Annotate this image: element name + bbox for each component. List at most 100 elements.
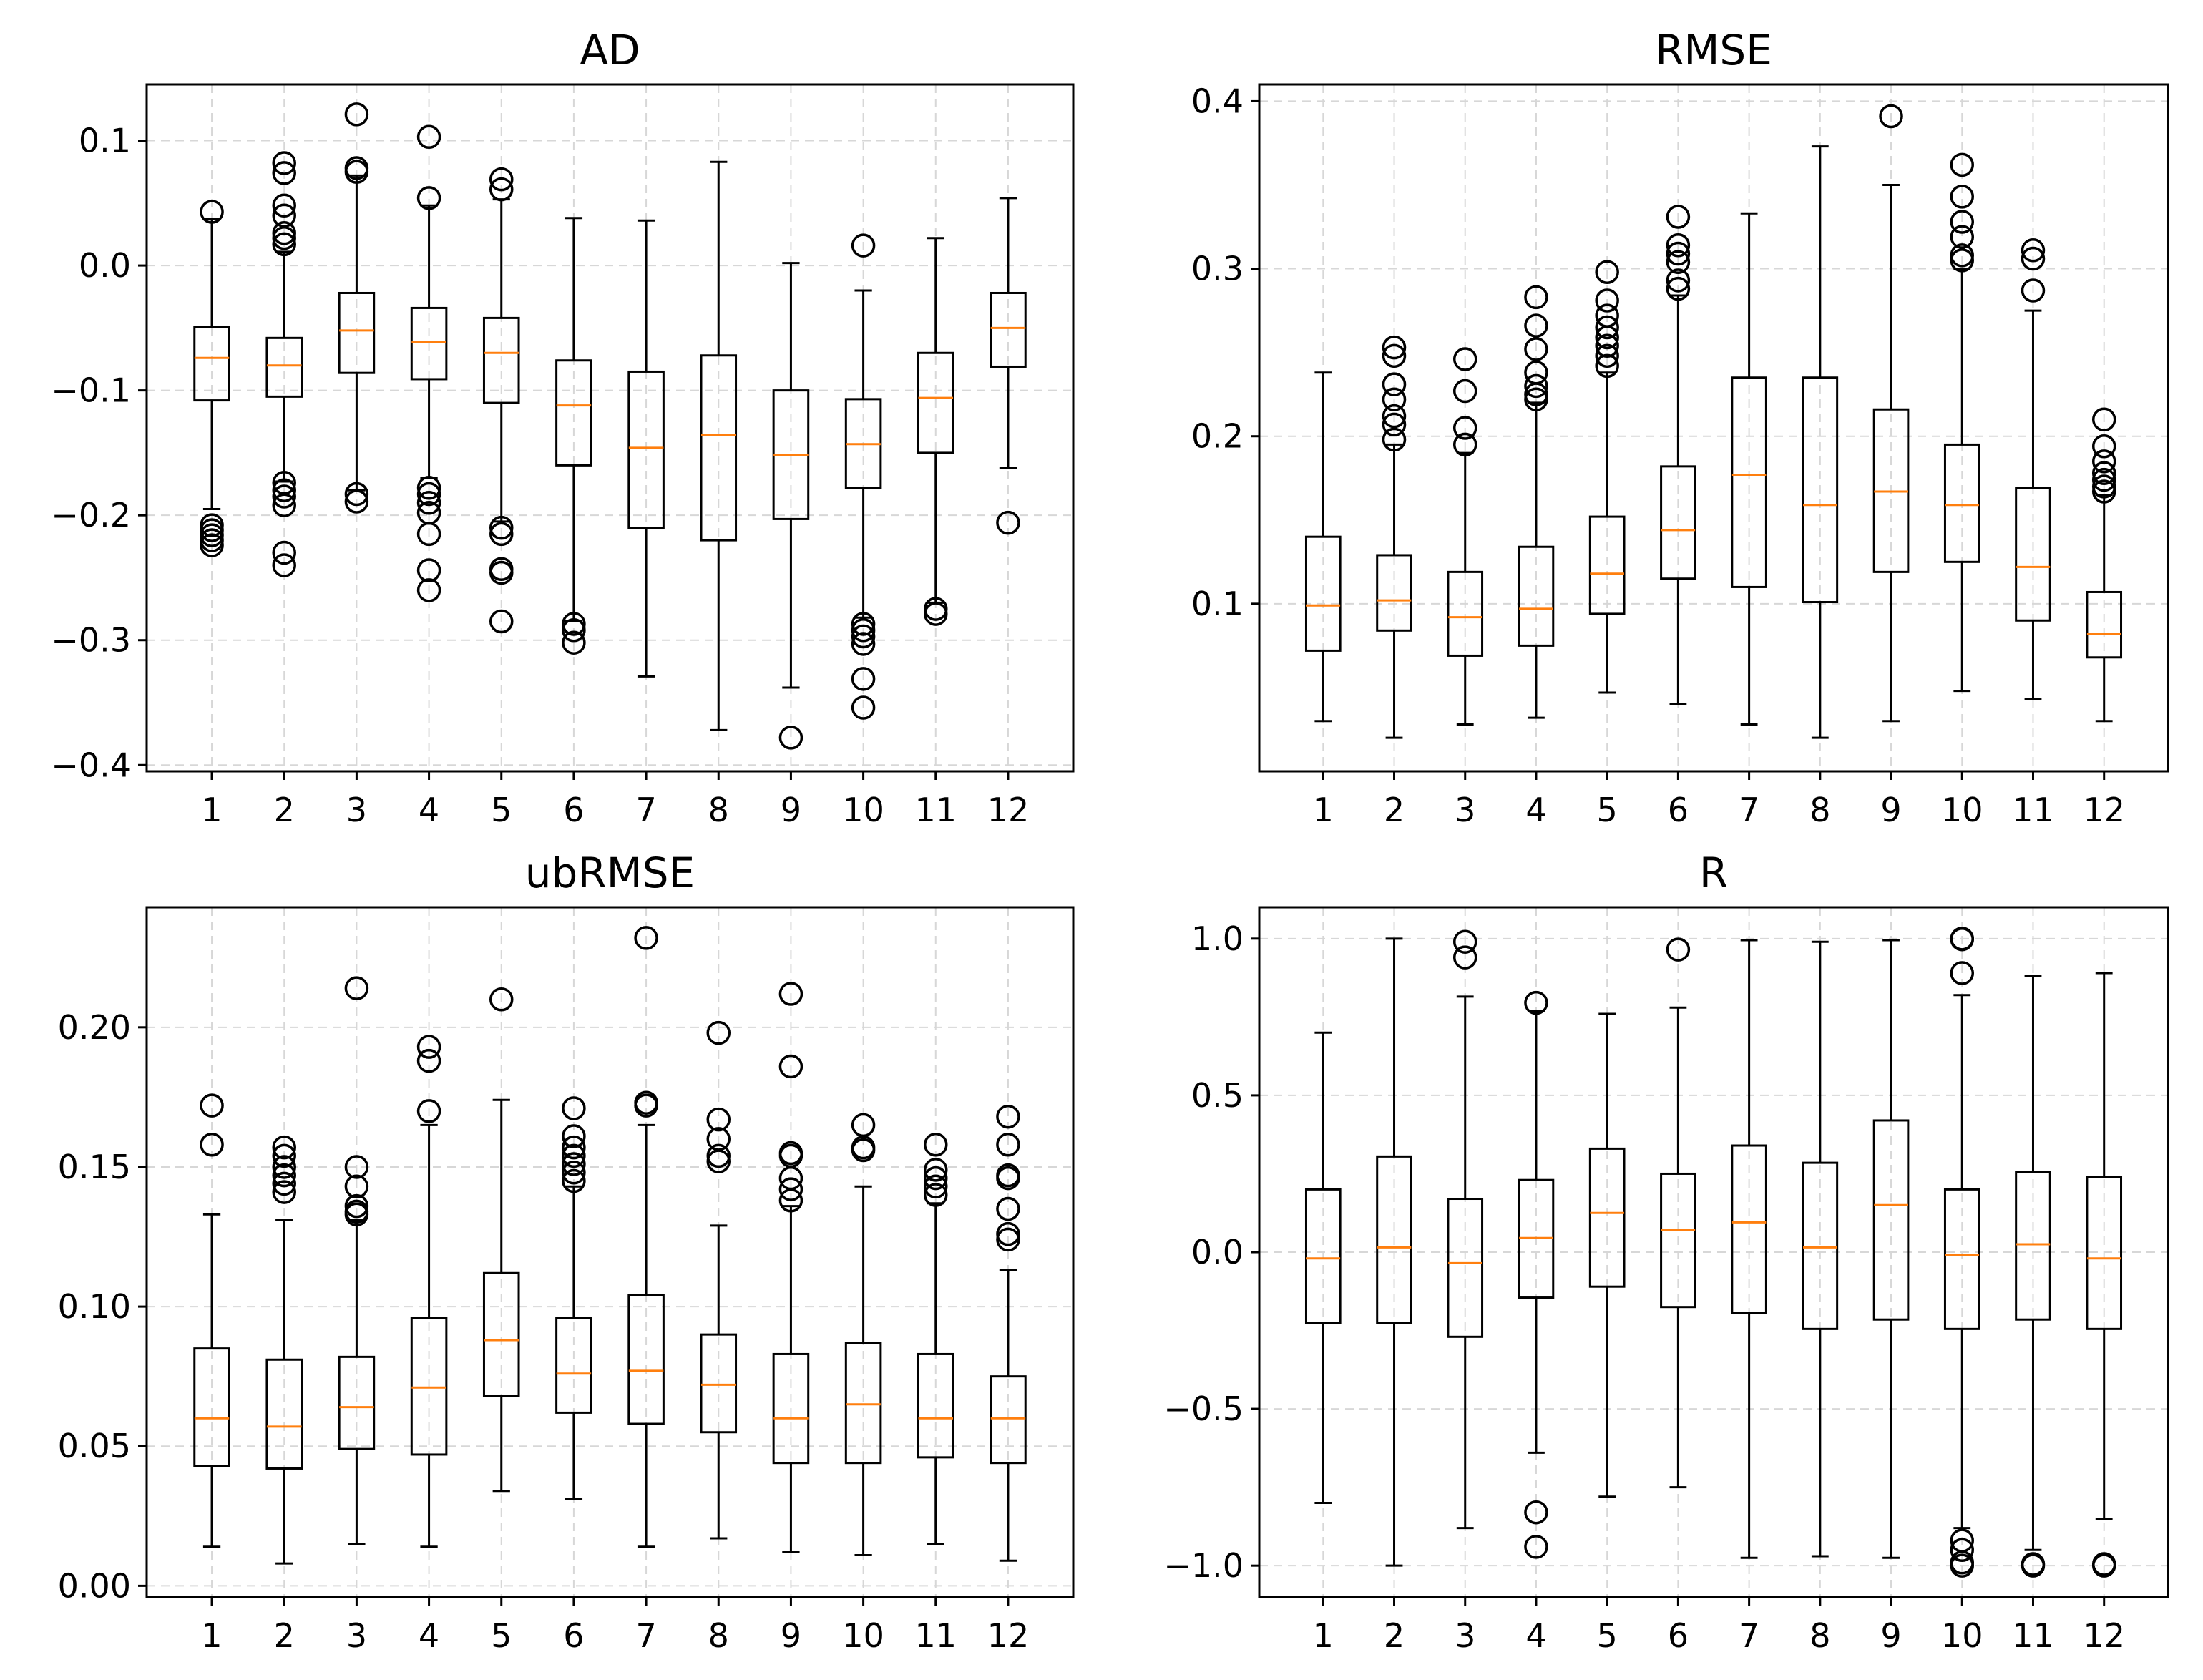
xtick-label: 2 xyxy=(274,791,295,829)
xtick-label: 12 xyxy=(987,1616,1030,1655)
xtick-label: 11 xyxy=(2012,1616,2054,1655)
box-6 xyxy=(1660,937,1696,1489)
outlier-point xyxy=(416,558,441,582)
outlier-point xyxy=(2091,434,2116,459)
iqr-box xyxy=(1943,443,1980,563)
xtick-label: 11 xyxy=(915,1616,957,1655)
outlier-point xyxy=(706,1020,731,1045)
xtick-label: 8 xyxy=(1809,791,1830,829)
outlier-point xyxy=(489,609,514,634)
box-3 xyxy=(1447,929,1484,1530)
outlier-point xyxy=(416,522,441,547)
ytick-label: 1.0 xyxy=(1191,919,1244,958)
outlier-point xyxy=(1950,927,1975,952)
iqr-box xyxy=(700,354,738,542)
outlier-point xyxy=(489,167,514,192)
outlier-point xyxy=(1524,337,1548,361)
outlier-point xyxy=(851,632,876,656)
iqr-box xyxy=(410,1317,448,1456)
outlier-point xyxy=(1452,929,1477,954)
box-6 xyxy=(555,217,592,655)
outlier-point xyxy=(2091,407,2116,432)
ytick-label: −0.3 xyxy=(51,621,131,660)
box-7 xyxy=(1731,212,1767,726)
xtick-label: 4 xyxy=(1525,791,1546,829)
outlier-point xyxy=(1595,288,1619,313)
iqr-box xyxy=(482,1271,520,1397)
box-10 xyxy=(844,233,882,720)
box-4 xyxy=(1518,285,1555,719)
xtick-label: 5 xyxy=(491,1616,512,1655)
outlier-point xyxy=(272,484,296,509)
outlier-point xyxy=(1950,225,1975,249)
ytick-label: 0.15 xyxy=(58,1148,131,1186)
xtick-label: 2 xyxy=(274,1616,295,1655)
outlier-point xyxy=(272,193,296,218)
outlier-point xyxy=(851,695,876,720)
ytick-label: −0.2 xyxy=(51,496,131,534)
outlier-point xyxy=(562,1143,586,1168)
ytick-label: 0.0 xyxy=(79,246,131,285)
outlier-point xyxy=(1452,347,1477,371)
box-10 xyxy=(1943,152,1980,693)
outlier-point xyxy=(1382,343,1407,368)
outlier-point xyxy=(634,926,658,950)
iqr-box xyxy=(555,1317,592,1414)
iqr-box xyxy=(265,336,303,398)
outlier-point xyxy=(489,515,514,540)
outlier-point xyxy=(200,1093,224,1118)
outlier-point xyxy=(1452,416,1477,440)
ytick-label: 0.00 xyxy=(58,1566,131,1605)
outlier-point xyxy=(1595,333,1619,358)
ytick-label: 0.5 xyxy=(1191,1076,1244,1115)
outlier-point xyxy=(272,225,296,250)
xtick-label: 10 xyxy=(842,1616,884,1655)
outlier-point xyxy=(344,1155,369,1179)
outlier-point xyxy=(996,1227,1020,1252)
xtick-label: 12 xyxy=(987,791,1030,829)
xtick-label: 11 xyxy=(2012,791,2054,829)
outlier-point xyxy=(778,982,803,1006)
box-1 xyxy=(1304,371,1342,723)
iqr-box xyxy=(1376,554,1412,632)
outlier-point xyxy=(2021,278,2046,303)
outlier-point xyxy=(489,560,514,585)
outlier-point xyxy=(272,493,296,517)
outlier-point xyxy=(416,124,441,150)
outlier-point xyxy=(924,1166,948,1191)
ytick-label: −1.0 xyxy=(1163,1546,1244,1585)
xtick-label: 4 xyxy=(1525,1616,1546,1655)
box-10 xyxy=(1943,927,1980,1578)
outlier-point xyxy=(1524,387,1548,411)
outlier-point xyxy=(1382,372,1407,396)
box-12 xyxy=(2086,407,2123,723)
outlier-point xyxy=(416,578,441,602)
xtick-label: 7 xyxy=(635,791,656,829)
box-9 xyxy=(772,262,810,750)
iqr-box xyxy=(990,291,1027,368)
chart-title: R xyxy=(1699,849,1728,897)
iqr-box xyxy=(844,1342,882,1465)
outlier-point xyxy=(562,1168,586,1193)
xtick-label: 8 xyxy=(708,791,729,829)
box-3 xyxy=(338,976,376,1545)
iqr-box xyxy=(1447,570,1484,657)
xtick-label: 6 xyxy=(563,1616,584,1655)
xtick-label: 8 xyxy=(708,1616,729,1655)
outlier-point xyxy=(562,1135,586,1160)
box-8 xyxy=(1802,940,1839,1558)
outlier-point xyxy=(996,510,1020,535)
outlier-point xyxy=(1524,1500,1548,1525)
outlier-point xyxy=(562,630,586,655)
iqr-box xyxy=(1731,376,1767,588)
outlier-point xyxy=(272,1135,296,1160)
iqr-box xyxy=(990,1375,1027,1465)
iqr-box xyxy=(2015,1171,2051,1321)
outlier-point xyxy=(851,618,876,643)
outlier-point xyxy=(562,612,586,636)
outlier-point xyxy=(1950,185,1975,209)
panel-r: −1.0−0.50.00.51.01 2 3 4 5 6 7 8 9 10 11 12R xyxy=(1163,849,2169,1655)
box-4 xyxy=(410,124,448,602)
